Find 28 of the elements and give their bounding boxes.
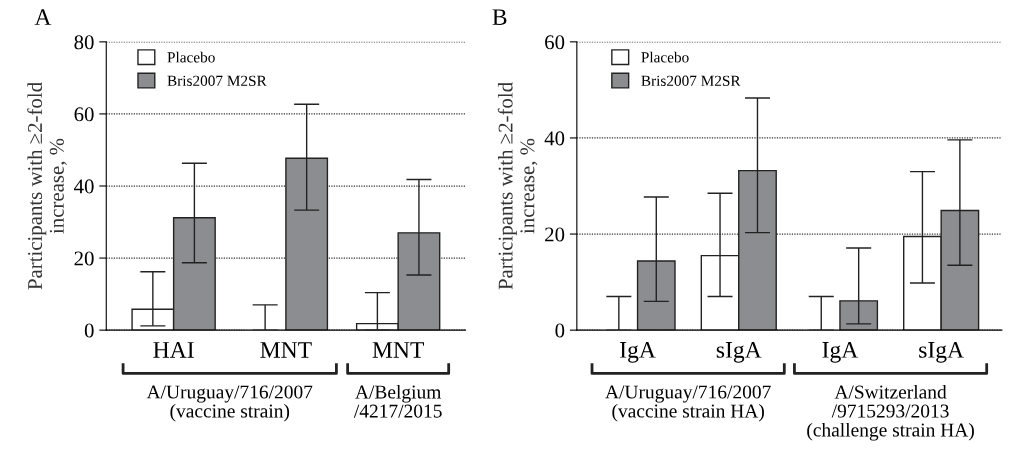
text: A/Switzerland /9715293/2013 (challenge strain HA): [807, 384, 974, 441]
y-axis-title: Participants with ≥2-fold increase, %: [27, 82, 67, 290]
x-tick-label: IgA: [620, 341, 656, 363]
y-tick-label: 20: [74, 251, 94, 266]
y-tick-label: 80: [74, 35, 94, 50]
x-tick-label: HAI: [153, 342, 194, 358]
chart-title: A: [34, 9, 52, 25]
text: A/Uruguay/716/2007 (vaccine strain HA): [605, 385, 771, 422]
y-tick-label: 60: [74, 107, 94, 122]
text: A/Belgium /4217/2015: [353, 384, 442, 418]
x-tick-label: sIgA: [919, 341, 964, 363]
chart-title: B: [492, 9, 507, 25]
y-tick-label: 0: [84, 323, 94, 338]
y-tick-label: 40: [74, 179, 94, 194]
text: A/Uruguay/716/2007 (vaccine strain): [146, 385, 313, 422]
legend-label: Bris2007 M2SR: [167, 75, 267, 86]
legend-label: Bris2007 M2SR: [641, 75, 741, 86]
y-tick-label: 20: [545, 227, 565, 242]
y-tick-label: 40: [544, 131, 565, 146]
y-axis-title: Participants with ≥2-fold increase, %: [497, 82, 538, 290]
y-tick-label: 60: [545, 35, 565, 50]
x-tick-label: sIgA: [716, 341, 762, 363]
y-tick-label: 0: [555, 323, 565, 338]
legend-label: Placebo: [641, 51, 689, 63]
x-tick-label: MNT: [372, 342, 424, 358]
x-tick-label: IgA: [822, 341, 859, 363]
legend-label: Placebo: [167, 51, 215, 63]
x-tick-label: MNT: [260, 342, 312, 358]
